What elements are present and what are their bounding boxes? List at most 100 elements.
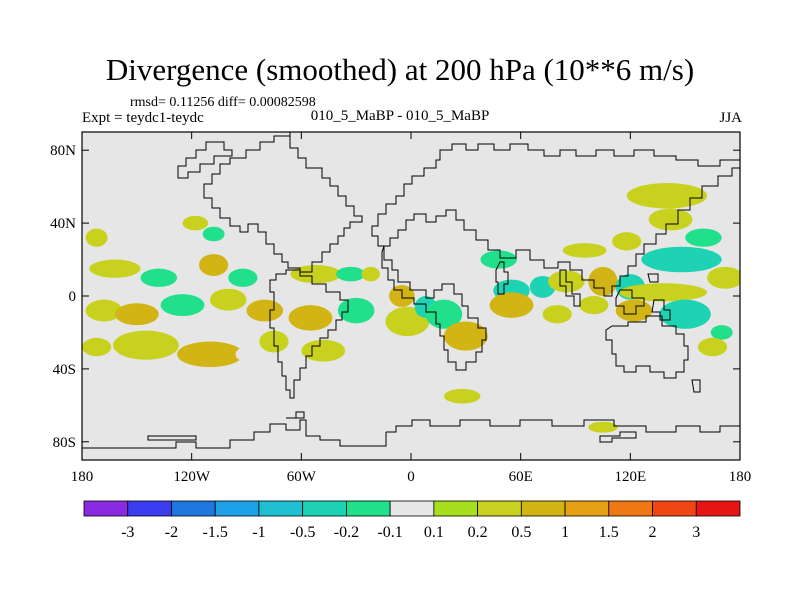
field-blob xyxy=(612,232,642,251)
colorbar-swatch xyxy=(389,500,435,517)
field-blob xyxy=(337,297,375,324)
field-blob xyxy=(443,388,481,404)
colorbar-swatch xyxy=(520,500,566,517)
coastline-segment xyxy=(203,132,363,273)
colorbar-swatch xyxy=(652,500,697,517)
coastline-segment xyxy=(691,379,701,393)
colorbar-label: 1.5 xyxy=(599,524,619,541)
field-blob xyxy=(140,268,178,287)
colorbar-swatch xyxy=(258,500,304,517)
coastline-segment xyxy=(599,431,637,443)
coastline-segment xyxy=(147,435,197,441)
colorbar-swatch xyxy=(83,500,129,517)
field-blob xyxy=(425,299,463,329)
field-blob xyxy=(336,266,366,282)
field-blob xyxy=(641,246,722,273)
colorbar-label: 3 xyxy=(692,524,700,541)
field-blob xyxy=(182,215,209,231)
colorbar-swatch xyxy=(564,500,610,517)
field-blob xyxy=(659,299,711,329)
x-tick-label: 120W xyxy=(173,469,211,485)
colorbar-label: -0.1 xyxy=(377,524,402,541)
chart-title: Divergence (smoothed) at 200 hPa (10**6 … xyxy=(105,52,695,87)
x-tick-label: 120E xyxy=(614,469,646,485)
coastline-segment xyxy=(647,273,659,283)
y-axis: 80N 40N 0 40S 80S xyxy=(50,143,740,451)
field-blob xyxy=(235,347,258,362)
coastline-segment xyxy=(495,261,509,295)
coastline-segment xyxy=(269,269,349,399)
field-blob xyxy=(619,283,708,302)
experiment-label: Expt = teydc1-teydc xyxy=(82,110,204,126)
field-blob xyxy=(588,266,618,296)
coastline-segment xyxy=(381,245,487,371)
y-tick-label: 40N xyxy=(50,216,76,232)
field-blob xyxy=(562,243,607,258)
field-blob xyxy=(542,305,572,324)
field-blob xyxy=(114,303,159,326)
field-blob xyxy=(228,268,258,287)
divergence-field xyxy=(82,183,740,433)
colorbar-swatch xyxy=(477,500,522,517)
coastline-segment xyxy=(286,411,305,419)
field-blob xyxy=(579,296,609,315)
x-tick-label: 0 xyxy=(407,469,415,485)
colorbar-label: -0.5 xyxy=(290,524,315,541)
coastline-segment xyxy=(384,167,740,297)
coastline-segment xyxy=(386,419,740,433)
field-blob xyxy=(202,226,225,242)
colorbar-label: 0.5 xyxy=(511,524,531,541)
y-tick-label: 80S xyxy=(53,435,76,451)
coastline-segment xyxy=(82,419,387,449)
field-blob xyxy=(489,292,534,318)
field-blob xyxy=(615,299,653,322)
coastline-segment xyxy=(177,141,233,179)
coastline-segment xyxy=(651,299,671,321)
colorbar-label: -3 xyxy=(121,524,134,541)
colorbar-label: 2 xyxy=(649,524,657,541)
colorbar-label: 0.1 xyxy=(424,524,444,541)
colorbar-swatch xyxy=(345,500,391,517)
colorbar: -3 -2 -1.5 -1 -0.5 -0.2 -0.1 0.1 0.2 0.5 1 1.5 2 3 xyxy=(83,500,741,541)
season-label: JJA xyxy=(719,110,742,126)
colorbar-swatch xyxy=(433,500,479,517)
field-blob xyxy=(209,288,247,311)
field-blob xyxy=(697,337,728,357)
field-blob xyxy=(83,248,103,264)
colorbar-swatch xyxy=(302,500,347,517)
colorbar-label: -1 xyxy=(252,524,265,541)
colorbar-label: 1 xyxy=(561,524,569,541)
field-blob xyxy=(198,254,229,276)
x-tick-label: 180 xyxy=(71,469,94,485)
coastline xyxy=(82,132,740,449)
colorbar-label: 0.2 xyxy=(468,524,488,541)
field-blob xyxy=(113,330,179,360)
field-blob xyxy=(177,341,243,368)
coastline-segment xyxy=(605,315,689,379)
field-blob xyxy=(710,325,733,340)
coastline-segment xyxy=(559,269,581,307)
field-blob xyxy=(85,228,108,247)
runs-label: 010_5_MaBP - 010_5_MaBP xyxy=(310,108,490,124)
field-blob xyxy=(480,250,518,269)
field-blob xyxy=(290,265,342,284)
colorbar-swatch xyxy=(214,500,260,517)
field-blob xyxy=(707,266,740,289)
field-blob xyxy=(608,412,645,428)
colorbar-label: -0.2 xyxy=(334,524,359,541)
y-tick-label: 0 xyxy=(69,289,77,305)
colorbar-swatch xyxy=(127,500,172,517)
field-blob xyxy=(685,228,722,247)
colorbar-label: -1.5 xyxy=(203,524,228,541)
field-blob xyxy=(443,321,488,351)
x-tick-label: 180 xyxy=(729,469,752,485)
colorbar-label: -2 xyxy=(165,524,178,541)
field-blob xyxy=(626,183,708,209)
field-blob xyxy=(85,299,123,322)
y-tick-label: 40S xyxy=(53,362,76,378)
field-blob xyxy=(527,334,550,349)
coastline-segment xyxy=(615,289,645,315)
field-blob xyxy=(246,299,284,322)
colorbar-swatch xyxy=(171,500,216,517)
field-blob xyxy=(82,337,112,357)
